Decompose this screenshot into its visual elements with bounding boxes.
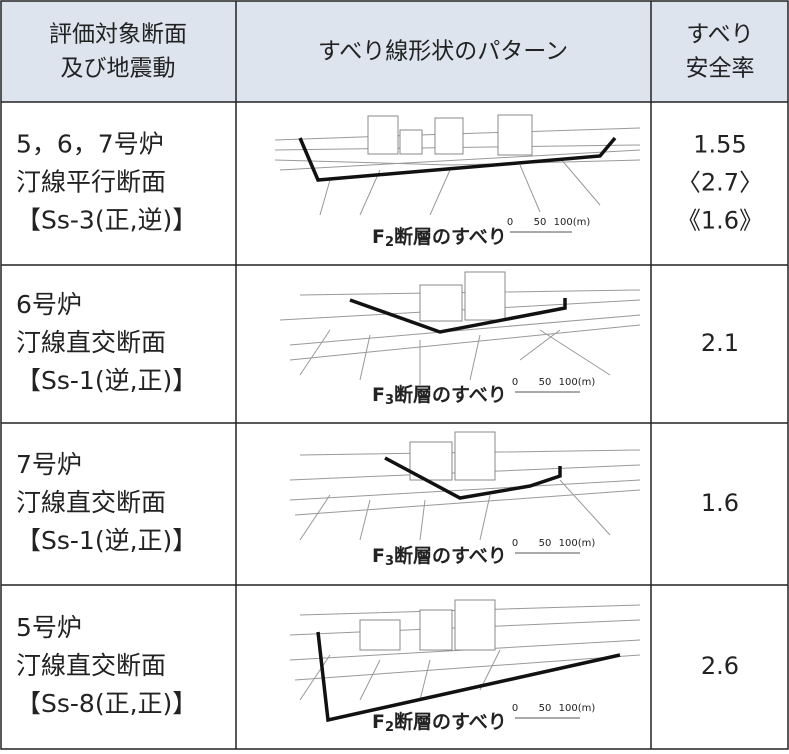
safety-factor: 1.55 <box>693 131 746 159</box>
caption-sub: 3 <box>385 393 394 408</box>
caption-sub: 2 <box>385 235 394 250</box>
caption-sub: 3 <box>385 554 394 569</box>
diagram <box>289 431 641 554</box>
safety-factor: 2.1 <box>701 329 739 357</box>
caption: F3断層のすべり <box>372 544 507 569</box>
row-label: 【Ss-8(正,正)】 <box>16 689 197 718</box>
caption-rest: 断層のすべり <box>394 383 507 406</box>
caption: F2断層のすべり <box>372 225 507 250</box>
safety-factor: 《1.6》 <box>677 207 763 235</box>
safety-factor: 〈2.7〉 <box>677 169 763 197</box>
header-text: 及び地震動 <box>61 56 176 82</box>
caption-main: F <box>372 711 385 733</box>
caption-rest: 断層のすべり <box>394 710 507 733</box>
caption-main: F <box>372 545 385 567</box>
header-text: 安全率 <box>686 56 755 82</box>
scale-label: 0 <box>512 703 518 714</box>
scale-label: 50 <box>539 538 552 549</box>
scale-label: 50 <box>539 377 552 388</box>
row-label: 【Ss-3(正,逆)】 <box>16 206 197 235</box>
scale-label: 100(m) <box>559 703 596 714</box>
scale-label: 0 <box>507 217 513 228</box>
diagram <box>279 271 641 393</box>
diagram <box>289 599 641 723</box>
diagram <box>274 114 641 233</box>
header-text: すべり <box>686 22 753 48</box>
safety-factor: 1.6 <box>701 489 739 517</box>
row-label: 【Ss-1(逆,正)】 <box>16 526 197 555</box>
row-label: 7号炉 <box>16 450 82 479</box>
header-bg <box>1 1 788 102</box>
scale-label: 0 <box>512 377 518 388</box>
safety-factor: 2.6 <box>701 652 739 680</box>
row-label: 5，6，7号炉 <box>16 130 164 159</box>
caption-main: F <box>372 226 385 248</box>
caption: F3断層のすべり <box>372 383 507 408</box>
scale-label: 0 <box>512 538 518 549</box>
caption-rest: 断層のすべり <box>394 544 507 567</box>
caption-main: F <box>372 384 385 406</box>
scale-label: 50 <box>539 703 552 714</box>
caption: F2断層のすべり <box>372 710 507 735</box>
row-label: 汀線直交断面 <box>16 488 166 517</box>
scale-label: 100(m) <box>554 217 591 228</box>
caption-sub: 2 <box>385 720 394 735</box>
caption-rest: 断層のすべり <box>394 225 507 248</box>
row-label: 6号炉 <box>16 290 82 319</box>
row-label: 汀線直交断面 <box>16 328 166 357</box>
row-label: 汀線平行断面 <box>16 168 166 197</box>
scale-label: 50 <box>534 217 547 228</box>
row-label: 汀線直交断面 <box>16 651 166 680</box>
scale-label: 100(m) <box>559 538 596 549</box>
header-text: 評価対象断面 <box>49 22 187 48</box>
scale-label: 100(m) <box>559 377 596 388</box>
header-text: すべり線形状のパターン <box>318 39 568 65</box>
row-label: 【Ss-1(逆,正)】 <box>16 366 197 395</box>
row-label: 5号炉 <box>16 613 82 642</box>
